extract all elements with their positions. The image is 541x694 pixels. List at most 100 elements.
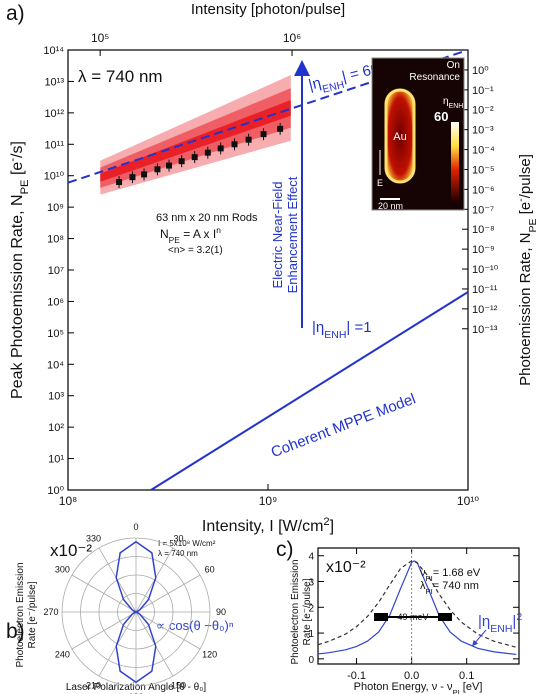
theta-tick-label: 30 — [173, 533, 183, 543]
theta-tick-label: 210 — [86, 681, 101, 691]
text-part: = 740 nm — [433, 580, 479, 592]
data-point — [205, 150, 211, 156]
annotation: 63 nm x 20 nm Rods — [156, 212, 258, 224]
annotation: Coherent MPPE Model — [269, 390, 418, 461]
x-tick-label: -0.1 — [347, 670, 366, 682]
theta-tick-label: 150 — [171, 681, 186, 691]
colorbar — [451, 122, 459, 202]
fwhm-cap — [374, 613, 388, 621]
text-part: PI — [426, 574, 433, 583]
y2-tick-label: 10⁻² — [472, 105, 494, 117]
theta-tick-label: 0 — [133, 522, 138, 532]
y2-tick-label: 10⁻⁷ — [472, 204, 494, 216]
y2-tick-label: 10⁻¹² — [472, 304, 498, 316]
data-point — [232, 141, 238, 147]
y-tick-label: 0 — [308, 655, 314, 666]
text-part: Photon Energy, ν - ν — [354, 681, 453, 693]
y2-tick-label: 10⁻¹³ — [472, 324, 498, 336]
panel-label: a) — [6, 2, 25, 25]
theta-tick-label: 240 — [55, 650, 70, 660]
theta-tick-label: 60 — [205, 565, 215, 575]
text-part: PI — [426, 587, 433, 596]
y2-tick-label: 10⁻¹⁰ — [472, 264, 499, 276]
y-tick-label: 10¹⁰ — [44, 171, 65, 183]
data-point — [179, 158, 185, 164]
annotation: <n> = 3.2(1) — [168, 245, 223, 256]
grid-spoke — [72, 612, 136, 649]
y-tick-label: 3 — [308, 578, 314, 589]
data-point — [154, 166, 160, 172]
grid-spoke — [72, 575, 136, 612]
y-tick-label: 2 — [308, 603, 314, 614]
text-part: | =1 — [346, 319, 371, 336]
inset-text: Resonance — [409, 72, 460, 83]
data-point — [116, 179, 122, 185]
data-point — [166, 163, 172, 169]
y-tick-label: 10² — [48, 422, 64, 434]
y-axis-title: Rate [e⁻/pulse] — [27, 581, 38, 648]
x-tick-label: 0.1 — [459, 670, 474, 682]
text-part: = A x I — [180, 227, 216, 241]
text-part: 2 — [516, 611, 522, 623]
text-part: Peak Photoemission Rate, N — [9, 194, 26, 399]
text-part: [eV] — [460, 681, 483, 693]
annotation: NPE = A x In — [160, 225, 221, 245]
text-part: ] — [330, 518, 334, 535]
x2-axis-title: Intensity [photon/pulse] — [191, 1, 345, 18]
y2-tick-label: 10⁻⁸ — [472, 224, 495, 236]
grid-spoke — [136, 575, 200, 612]
data-point — [246, 137, 252, 143]
inset-text: Au — [393, 131, 406, 143]
y-tick-label: 10³ — [48, 391, 64, 403]
data-point — [192, 154, 198, 160]
series-label: |ηENH| =1 — [312, 319, 372, 341]
y-tick-label: 10⁶ — [47, 296, 64, 308]
text-part: PI — [452, 688, 459, 694]
text-part: Photoemission Rate, N — [517, 233, 534, 386]
y-tick-label: 10¹⁴ — [43, 45, 64, 57]
y-tick-label: 4 — [308, 552, 314, 563]
text-part: n — [216, 225, 221, 235]
x-tick-label: 10⁹ — [259, 494, 278, 508]
text-part: [e — [517, 202, 534, 219]
annotation: λ = 740 nm — [78, 67, 163, 86]
data-point — [129, 174, 135, 180]
annotation: λ = 740 nm — [158, 549, 198, 558]
y2-tick-label: 10⁻⁶ — [472, 184, 495, 196]
text-part: /s] — [9, 141, 26, 158]
y2-tick-label: 10⁻³ — [472, 125, 494, 137]
y2-tick-label: 10⁻⁴ — [472, 145, 495, 157]
x2-tick-label: 10⁶ — [283, 31, 301, 45]
y-axis-title: Photoelectron Emission — [15, 562, 26, 667]
theta-tick-label: 120 — [202, 650, 217, 660]
y-tick-label: 10¹³ — [44, 76, 64, 88]
y-tick-label: 10⁵ — [47, 328, 64, 340]
annotation: 49 meV — [397, 612, 428, 622]
y2-tick-label: 10⁻¹¹ — [472, 284, 498, 296]
y-tick-label: 10⁷ — [48, 265, 64, 277]
x-axis-title: Photon Energy, ν - νPI [eV] — [354, 681, 483, 694]
y2-tick-label: 10⁻⁵ — [472, 164, 495, 176]
y2-axis-title: Photoemission Rate, NPE [e-/pulse] — [515, 154, 539, 386]
text-part: ENH — [449, 103, 464, 110]
panel-label: c) — [276, 538, 294, 561]
text-part: |η — [478, 613, 490, 630]
inset-text: 20 nm — [378, 201, 403, 211]
x2-tick-label: 10⁵ — [91, 31, 109, 45]
annotation: Enhancement Effect — [285, 176, 300, 293]
x-axis-title: Intensity, I [W/cm2] — [202, 516, 334, 535]
text-part: [e — [9, 162, 26, 180]
y-tick-label: 10¹ — [48, 454, 64, 466]
text-part: = 1.68 eV — [433, 567, 481, 579]
data-point — [261, 131, 267, 137]
text-part: Intensity, I [W/cm — [202, 518, 324, 535]
y-tick-label: 10⁴ — [47, 359, 64, 371]
y-tick-label: 10⁸ — [47, 234, 64, 246]
text-part: N — [160, 227, 169, 241]
theta-tick-label: 300 — [55, 565, 70, 575]
y-tick-label: 10¹² — [44, 108, 64, 120]
annotation: I = 5x10⁸ W/cm² — [158, 539, 216, 548]
text-part: |η — [312, 319, 324, 336]
data-point — [218, 145, 224, 151]
text-part: ENH — [490, 623, 512, 635]
